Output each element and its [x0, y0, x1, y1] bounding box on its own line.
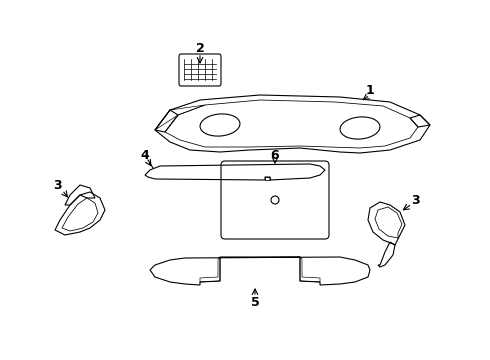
Text: 2: 2 — [196, 41, 204, 54]
Text: 3: 3 — [53, 179, 61, 192]
Text: 1: 1 — [366, 84, 374, 96]
Text: 4: 4 — [141, 149, 149, 162]
Text: 6: 6 — [270, 149, 279, 162]
Text: 3: 3 — [411, 194, 419, 207]
Text: 5: 5 — [250, 296, 259, 309]
